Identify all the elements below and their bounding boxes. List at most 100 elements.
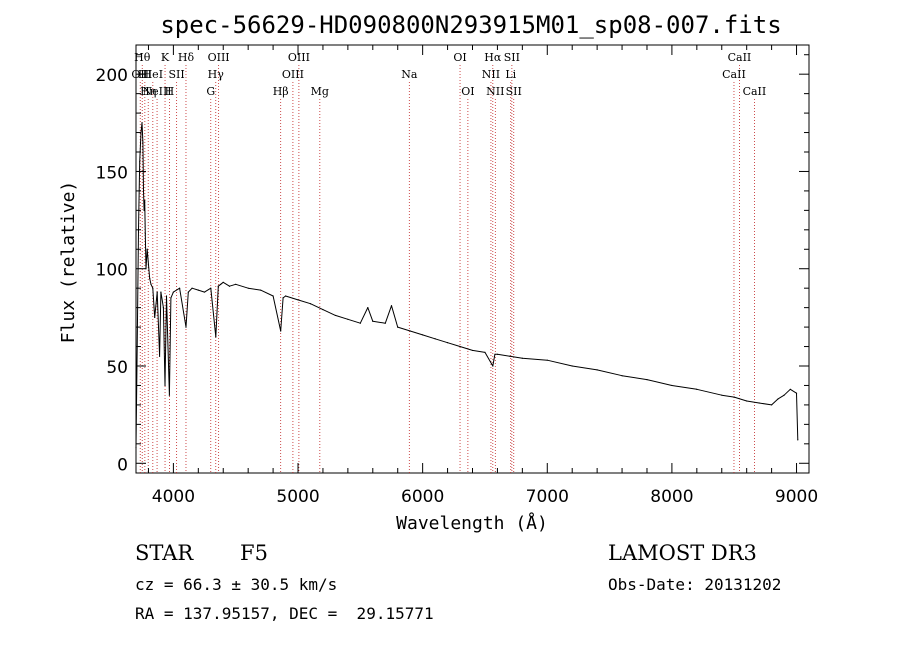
data-point (521, 357, 523, 359)
y-tick-label: 150 (96, 163, 128, 183)
data-point (746, 400, 748, 402)
data-point (390, 305, 393, 307)
data-point (187, 291, 189, 293)
data-point (170, 297, 172, 299)
line-label: SII (169, 68, 185, 81)
data-point (217, 285, 219, 287)
line-markers (139, 65, 755, 473)
data-point (733, 396, 735, 398)
data-point (409, 330, 411, 332)
x-tick-label: 7000 (526, 487, 569, 507)
obs-date-text: Obs-Date: 20131202 (608, 575, 782, 594)
data-point (247, 287, 249, 289)
data-point (359, 322, 361, 324)
line-label: OI (453, 51, 466, 64)
data-point (789, 388, 791, 390)
data-point (334, 314, 337, 317)
data-point (434, 338, 436, 340)
line-label: CaII (722, 68, 746, 81)
line-label: CaII (728, 51, 752, 64)
data-point (172, 291, 174, 293)
object-subclass: F5 (240, 541, 268, 565)
data-point (215, 336, 217, 338)
data-point (228, 285, 231, 287)
data-point (322, 308, 324, 311)
data-point (777, 398, 779, 400)
data-point (158, 355, 161, 357)
data-point (646, 379, 648, 381)
redshift-text: cz = 66.3 ± 30.5 km/s (135, 575, 338, 594)
line-label: SII (504, 51, 520, 64)
data-point (162, 307, 165, 309)
data-point (347, 318, 349, 320)
data-point (309, 303, 312, 305)
data-point (222, 281, 224, 283)
data-point (795, 392, 798, 394)
x-tick-label: 6000 (401, 487, 444, 507)
data-point (141, 122, 143, 124)
data-point (142, 141, 144, 143)
data-point (621, 375, 623, 377)
data-point (546, 359, 548, 361)
data-point (210, 287, 212, 289)
data-point (164, 384, 166, 387)
data-point (297, 299, 299, 301)
y-tick-label: 100 (96, 261, 128, 281)
line-label: NII (486, 85, 504, 98)
line-label: Hθ (134, 51, 151, 64)
data-point (282, 297, 284, 299)
data-point (146, 248, 148, 250)
line-label: NII (482, 68, 500, 81)
y-tick-label: 50 (106, 358, 128, 378)
y-axis-label: Flux (relative) (58, 181, 79, 344)
data-point (147, 264, 150, 266)
line-label: Hα (484, 51, 502, 64)
line-labels: OIIHθHIHηHeINeIIIKHSIIHδGHγOIIIHβOIIIOII… (131, 51, 766, 98)
line-label: Na (401, 68, 418, 81)
data-point (721, 394, 723, 396)
object-class: STAR (135, 541, 194, 565)
data-point (160, 291, 162, 293)
x-tick-label: 5000 (276, 487, 319, 507)
x-tick-label: 9000 (775, 487, 818, 507)
data-point (284, 295, 287, 297)
y-tick-label: 0 (117, 455, 128, 475)
data-point (671, 384, 673, 387)
data-point (165, 295, 168, 297)
x-axis-ticks: 4000 5000 6000 7000 8000 9000 (147, 45, 818, 507)
data-point (156, 291, 158, 293)
data-point (149, 277, 151, 280)
line-label: K (161, 51, 170, 64)
survey-name: LAMOST DR3 (608, 541, 757, 565)
data-point (220, 283, 222, 285)
data-point (571, 365, 573, 367)
data-point (197, 289, 199, 291)
data-point (260, 289, 262, 291)
line-label: HeI (143, 68, 163, 81)
data-point (185, 326, 187, 328)
data-point (496, 353, 499, 355)
data-point (471, 349, 474, 352)
line-label: H (165, 85, 175, 98)
data-point (150, 283, 152, 285)
line-label: SII (506, 85, 522, 98)
data-point (797, 439, 799, 441)
data-point (203, 291, 206, 293)
data-point (152, 287, 154, 289)
x-tick-label: 8000 (650, 487, 693, 507)
data-point (384, 322, 386, 324)
data-point (596, 369, 598, 371)
data-point (509, 355, 511, 357)
data-point (191, 287, 193, 289)
data-point (280, 330, 282, 332)
line-label: OIII (282, 68, 304, 81)
line-label: Mg (311, 85, 329, 98)
line-label: OI (461, 85, 474, 98)
line-label: G (206, 85, 215, 98)
line-label: Li (505, 68, 516, 81)
data-point (154, 316, 156, 318)
line-label: Hβ (273, 85, 289, 98)
data-point (758, 402, 760, 404)
line-label: OIII (208, 51, 230, 64)
